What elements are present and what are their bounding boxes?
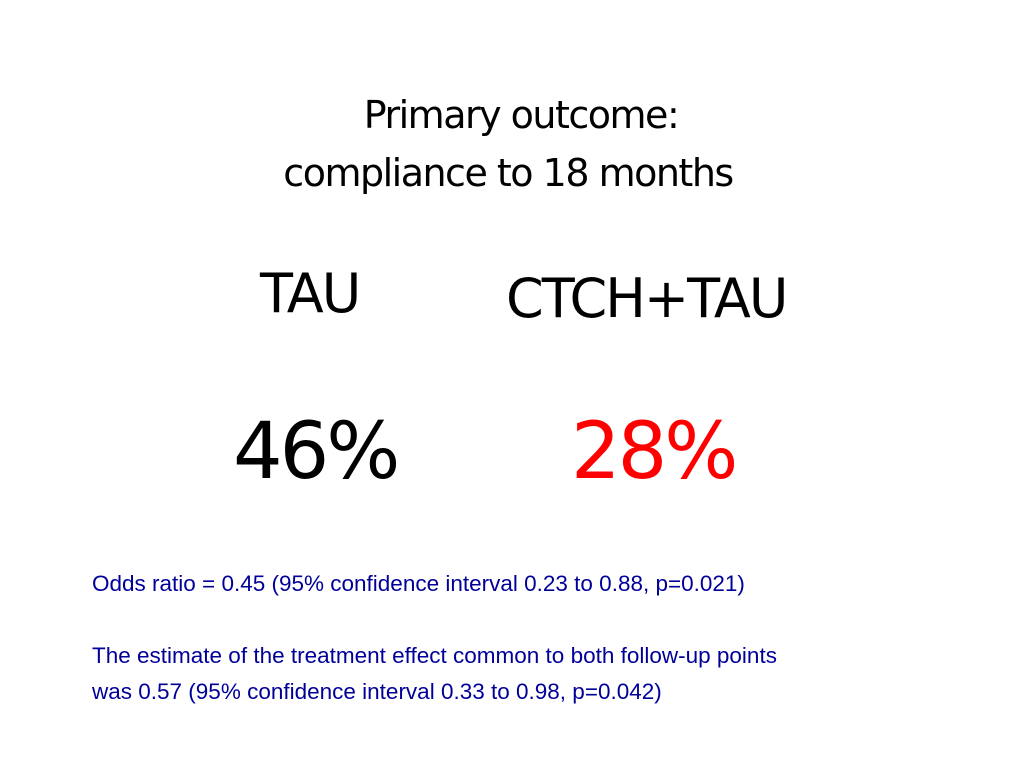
paragraph-gap: [92, 602, 992, 638]
group-label-ctch-tau: CTCH+TAU: [506, 267, 788, 330]
slide-title: Primary outcome: compliance to 18 months: [0, 86, 1024, 202]
odds-ratio-text: Odds ratio = 0.45 (95% confidence interv…: [92, 571, 745, 596]
statistics-block: Odds ratio = 0.45 (95% confidence interv…: [92, 566, 992, 710]
group-label-tau: TAU: [260, 262, 361, 325]
common-effect-text-line-1: The estimate of the treatment effect com…: [92, 643, 777, 668]
title-line-2: compliance to 18 months: [283, 151, 734, 195]
common-effect-text-line-2: was 0.57 (95% confidence interval 0.33 t…: [92, 679, 662, 704]
title-line-1: Primary outcome:: [363, 93, 680, 137]
compliance-value-ctch-tau: 28%: [571, 407, 738, 497]
compliance-value-tau: 46%: [233, 407, 400, 497]
